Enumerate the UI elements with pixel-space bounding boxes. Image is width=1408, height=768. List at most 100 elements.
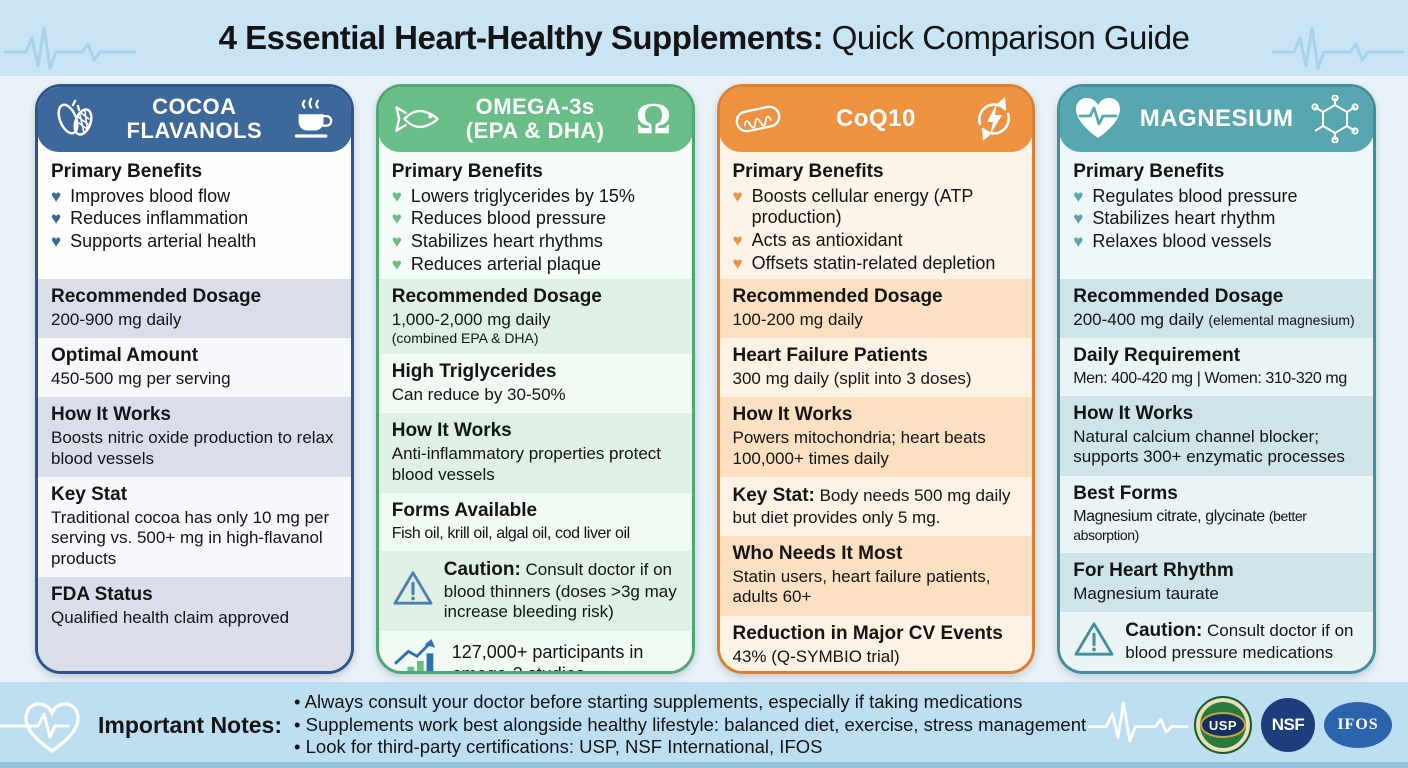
keystat-text: Key Stat: Body needs 500 mg daily but di…	[733, 485, 1020, 528]
coq10-title-line1: CoQ10	[835, 105, 916, 133]
list-item: ♥ Acts as antioxidant	[733, 230, 1020, 252]
section-text: Statin users, heart failure patients, ad…	[732, 566, 991, 607]
ekg-line-icon	[1272, 26, 1404, 70]
heart-bullet-icon: ♥	[1073, 231, 1084, 251]
section-text: 43% (Q-SYMBIO trial)	[732, 646, 900, 666]
ekg-line-icon	[1086, 693, 1190, 758]
section-title: How It Works	[1073, 403, 1194, 425]
section-text: 100-200 mg daily	[732, 309, 863, 329]
section-text: Qualified health claim approved	[51, 607, 290, 627]
omega-triglycerides-section: High Triglycerides Can reduce by 30-50%	[378, 354, 692, 414]
magnesium-title: MAGNESIUM	[1123, 106, 1310, 132]
heart-bullet-icon: ♥	[1073, 186, 1084, 206]
omega-how-section: How It Works Anti-inflammatory propertie…	[378, 413, 692, 494]
page-title-bold: 4 Essential Heart-Healthy Supplements:	[218, 19, 824, 56]
section-text: Magnesium citrate, glycinate (better abs…	[1073, 507, 1360, 545]
omega-symbol-icon: Ω	[635, 94, 672, 143]
section-text: Powers mitochondria; heart beats 100,000…	[732, 428, 986, 468]
certification-badges: USP NSF IFOS	[1194, 696, 1392, 754]
section-title: Primary Benefits	[732, 161, 884, 182]
fish-icon	[392, 94, 442, 144]
list-item: ♥ Stabilizes heart rhythms	[392, 231, 679, 253]
magnesium-how-section: How It Works Natural calcium channel blo…	[1060, 396, 1373, 476]
benefit-text: Lowers triglycerides by 15%	[410, 185, 635, 206]
section-text: Natural calcium channel blocker; support…	[1073, 426, 1345, 467]
dosage-text: 200-400 mg daily	[1073, 309, 1209, 329]
heart-bullet-icon: ♥	[51, 209, 62, 229]
heart-ekg-icon	[0, 687, 96, 764]
note-item: Always consult your doctor before starti…	[294, 691, 1088, 714]
omega-title-line1: OMEGA-3s	[475, 94, 595, 120]
coq10-who-section: Who Needs It Most Statin users, heart fa…	[719, 536, 1033, 616]
omega-caution-section: Caution: Consult doctor if on blood thin…	[378, 551, 692, 631]
footer-strip: Important Notes: Always consult your doc…	[0, 682, 1408, 768]
list-item: ♥ Reduces inflammation	[51, 208, 338, 230]
section-text: 200-400 mg daily (elemental magnesium)	[1073, 310, 1360, 330]
mitochondria-icon	[733, 94, 783, 144]
heart-bullet-icon: ♥	[732, 253, 743, 273]
list-item: ♥ Regulates blood pressure	[1073, 186, 1360, 208]
section-title: Primary Benefits	[1073, 161, 1225, 182]
benefit-text: Reduces inflammation	[70, 208, 249, 229]
list-item: ♥ Stabilizes heart rhythm	[1073, 208, 1360, 230]
section-text: Anti-inflammatory properties protect blo…	[391, 444, 662, 484]
heart-bullet-icon: ♥	[51, 231, 62, 251]
caution-label: Caution:	[443, 559, 521, 581]
comparison-columns: COCOA FLAVANOLS Primary Benefits	[35, 84, 1376, 674]
heart-bullet-icon: ♥	[391, 231, 402, 251]
forms-subtext: (better absorption)	[1073, 507, 1307, 543]
list-item: ♥ Reduces blood pressure	[392, 208, 679, 230]
nsf-badge: NSF	[1261, 698, 1315, 752]
magnesium-header: MAGNESIUM	[1060, 87, 1374, 152]
cocoa-benefits-section: Primary Benefits ♥ Improves blood flow ♥ R…	[38, 152, 351, 279]
note-item: Look for third-party certifications: USP…	[294, 736, 1088, 759]
section-title: FDA Status	[51, 583, 153, 605]
heart-pulse-icon	[1073, 94, 1123, 144]
benefit-text: Stabilizes heart rhythm	[1092, 208, 1276, 229]
list-item: ♥ Offsets statin-related depletion	[733, 253, 1020, 275]
section-title: Primary Benefits	[51, 161, 203, 182]
magnesium-rhythm-section: For Heart Rhythm Magnesium taurate	[1060, 552, 1373, 613]
caution-text: Caution: Consult doctor if on blood thin…	[444, 559, 679, 623]
caution-label: Caution:	[1125, 620, 1203, 642]
section-title: Key Stat	[51, 483, 128, 505]
caution-text: Caution: Consult doctor if on blood pres…	[1125, 620, 1360, 663]
section-title: How It Works	[391, 420, 512, 442]
list-item: ♥ Reduces arterial plaque	[392, 254, 679, 276]
cocoa-optimal-section: Optimal Amount 450-500 mg per serving	[38, 338, 351, 398]
list-item: ♥ Relaxes blood vessels	[1073, 231, 1360, 253]
section-text: 300 mg daily (split into 3 doses)	[732, 368, 972, 388]
magnesium-benefits-section: Primary Benefits ♥ Regulates blood pressu…	[1060, 152, 1373, 279]
section-title: Recommended Dosage	[391, 286, 602, 307]
important-notes-label: Important Notes:	[98, 711, 282, 738]
stats-text: 127,000+ participants in omega-3 studies	[451, 642, 644, 674]
section-title: For Heart Rhythm	[1073, 559, 1234, 581]
ifos-label: IFOS	[1337, 716, 1379, 733]
magnesium-dosage-section: Recommended Dosage 200-400 mg daily (ele…	[1060, 279, 1373, 339]
coq10-benefits-section: Primary Benefits ♥ Boosts cellular energy…	[719, 152, 1033, 279]
benefit-text: Reduces blood pressure	[410, 208, 606, 229]
section-text: 450-500 mg per serving	[51, 368, 231, 388]
section-text: Can reduce by 30-50%	[391, 385, 566, 405]
section-title: How It Works	[732, 404, 853, 426]
cocoa-beans-icon	[51, 94, 101, 144]
usp-badge: USP	[1194, 696, 1252, 754]
section-text: Boosts nitric oxide production to relax …	[51, 428, 334, 468]
heart-bullet-icon: ♥	[732, 230, 743, 250]
benefit-text: Reduces arterial plaque	[410, 253, 601, 274]
page-title: 4 Essential Heart-Healthy Supplements: Q…	[219, 19, 1190, 57]
section-title: High Triglycerides	[391, 361, 557, 383]
omega-forms-section: Forms Available Fish oil, krill oil, alg…	[378, 493, 692, 552]
benefit-text: Relaxes blood vessels	[1092, 230, 1272, 251]
omega-title: OMEGA-3s (EPA & DHA)	[442, 95, 629, 143]
list-item: ♥ Supports arterial health	[51, 231, 338, 253]
card-omega-3s: OMEGA-3s (EPA & DHA) Ω Primary Benefits …	[375, 84, 695, 674]
ekg-line-icon	[4, 26, 136, 70]
section-text: Traditional cocoa has only 10 mg per ser…	[51, 507, 330, 568]
cocoa-title-line2: FLAVANOLS	[126, 118, 263, 143]
benefit-text: Improves blood flow	[70, 185, 231, 206]
omega-benefits-list: ♥ Lowers triglycerides by 15% ♥ Reduces bl…	[392, 186, 679, 275]
caution-body: Consult doctor if on blood pressure medi…	[1125, 621, 1354, 662]
section-title: Recommended Dosage	[732, 286, 943, 307]
list-item: ♥ Improves blood flow	[51, 186, 338, 208]
